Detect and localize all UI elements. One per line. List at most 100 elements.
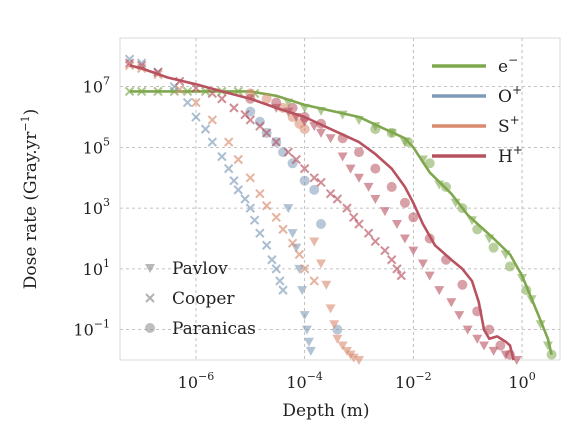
y-tick-base: 10 [83,260,103,279]
y-tick-label: 105 [83,135,110,157]
h-pavlov-point [500,350,511,360]
y-tick-exponent: 7 [103,75,110,88]
h-cooper-point [245,115,256,125]
x-tick-label: 10−4 [286,370,323,392]
h-cooper-point [217,94,227,104]
s-cooper-point [191,97,201,108]
s-cooper-point [124,60,135,71]
h-pavlov-point [379,207,390,217]
h-pavlov-point [337,152,348,162]
x-tick-label: 10−2 [395,370,432,392]
legend-label: e− [498,53,518,77]
y-tick-exponent: −1 [94,318,110,331]
o-cooper-point [233,185,243,195]
h-cooper-point [255,121,265,131]
s-cooper-point [271,212,281,222]
y-tick-label: 101 [83,257,110,279]
o-paranicas-point [245,106,256,117]
y-axis-label-tail: ) [21,109,41,116]
s-pavlov-point [321,280,332,290]
x-tick-exponent: −4 [307,370,323,383]
x-tick-exponent: 0 [529,370,536,383]
h-model-line [129,64,515,361]
legend-label-base: O [498,87,512,107]
h-pavlov-point [345,164,356,174]
o-cooper-point [267,255,277,265]
o-paranicas-point [309,184,320,195]
h-pavlov-point [353,173,364,183]
s-cooper-point [255,188,265,199]
s-cooper-point [261,201,272,211]
y-tick-label: 10−1 [73,318,110,340]
paranicas-legend-label: Paranicas [172,319,256,339]
s-cooper-point [287,238,298,248]
h-pavlov-point [417,259,428,269]
o-cooper-point [207,137,218,147]
o-cooper-point [249,215,260,225]
h-pavlov-point [316,128,327,138]
y-tick-exponent: 5 [103,135,110,148]
y-tick-exponent: 3 [103,196,110,209]
h-pavlov-point [462,325,473,335]
legend-label-base: H [498,147,513,167]
s-pavlov-point [329,320,340,330]
x-tick-base: 10 [508,373,528,392]
y-tick-exponent: 1 [103,257,110,270]
x-axis-label: Depth (m) [282,401,369,421]
o-pavlov-point [299,311,310,321]
h-cooper-point [392,264,402,274]
legend-label: O+ [498,83,522,107]
marker-legend: Pavlov Cooper Paranicas [145,259,256,339]
s-pavlov-point [316,259,327,269]
y-axis-label-exponent: −1 [19,115,32,131]
h-cooper-point [229,103,239,113]
o-pavlov-point [287,229,298,239]
o-pavlov-point [291,243,302,253]
o-cooper-point [261,240,272,250]
o-pavlov-point [297,286,308,296]
h-pavlov-point [399,234,410,244]
o-series [124,54,343,356]
h-cooper-point [380,245,390,256]
legend-label-superscript: + [512,83,522,97]
y-tick-label: 107 [83,75,110,97]
paranicas-legend-marker [145,323,155,333]
h-pavlov-point [391,220,402,230]
s-paranicas-point [261,93,272,104]
pavlov-legend-label: Pavlov [172,259,228,279]
h-paranicas-point [399,197,410,208]
h-cooper-point [387,255,397,265]
s-cooper-point [278,224,288,235]
legend-label-superscript: + [513,143,523,157]
s-cooper-point [309,276,319,286]
pavlov-legend-marker [145,264,155,273]
y-tick-label: 103 [83,196,110,218]
x-tick-base: 10 [395,373,415,392]
legend-label-base: e [498,57,508,77]
y-tick-base: 10 [83,199,103,218]
s-paranicas-point [299,124,310,135]
legend-label-superscript: − [508,53,518,67]
s-cooper-point [233,154,243,165]
s-cooper-point [174,84,185,95]
h-pavlov-point [299,117,310,127]
h-pavlov-point [472,334,483,344]
x-tick-exponent: −2 [415,370,431,383]
s-cooper-point [299,264,310,274]
y-axis-label: Dose rate (Gray.yr−1) [19,109,41,289]
o-pavlov-point [283,204,294,214]
legend-label: S+ [498,113,520,137]
h-pavlov-point [325,134,336,144]
x-tick-base: 10 [286,373,306,392]
y-tick-base: 10 [83,78,103,97]
electron-pavlov-point [535,320,546,330]
o-pavlov-point [303,337,314,347]
electron-series [124,86,557,360]
h-cooper-point [396,270,406,281]
h-cooper-point [370,236,381,247]
s-cooper-point [245,173,256,183]
electron-paranicas-point [488,242,499,253]
s-cooper-point [294,249,305,260]
h-cooper-point [309,173,319,183]
x-tick-base: 10 [178,373,198,392]
